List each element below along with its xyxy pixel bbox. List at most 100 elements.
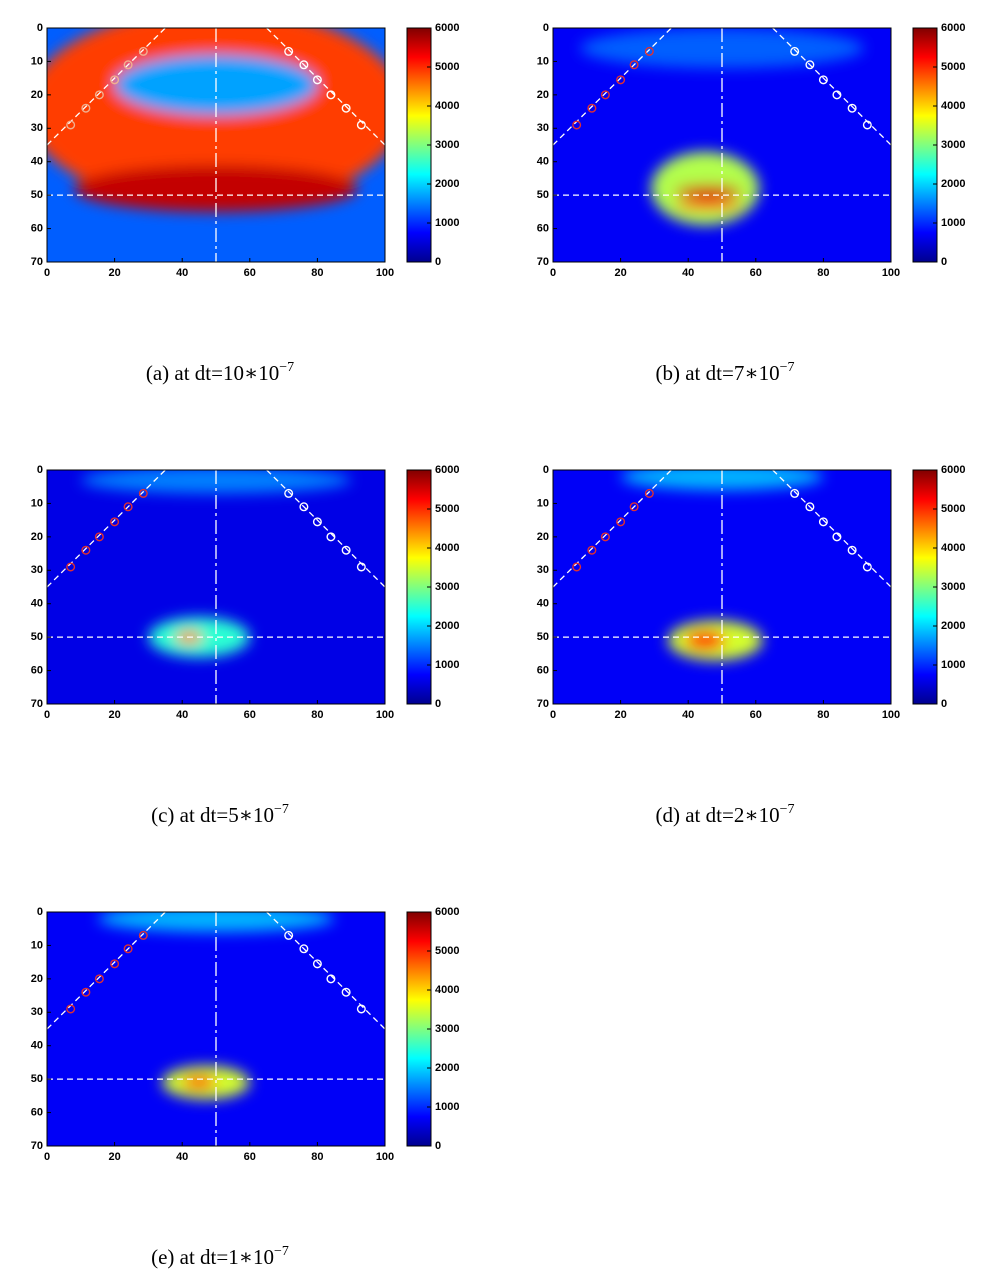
y-tick-label: 10 (31, 939, 43, 951)
y-tick-label: 30 (537, 564, 549, 576)
colorbar-tick-label: 3000 (435, 581, 459, 593)
colorbar-tick-label: 0 (435, 256, 441, 268)
sensor (66, 120, 76, 130)
guide-line (772, 470, 891, 588)
caption: (a) at dt=10∗10−7 (146, 360, 294, 385)
y-tick-label: 40 (537, 156, 549, 168)
sensor (587, 103, 597, 113)
y-tick-label: 20 (537, 531, 549, 543)
y-tick-label: 40 (31, 598, 43, 610)
sensor (110, 959, 120, 969)
sensor (110, 517, 120, 527)
plot-area (47, 28, 385, 262)
y-tick-label: 30 (31, 122, 43, 134)
x-tick-label: 40 (682, 709, 694, 721)
x-tick-label: 0 (44, 1151, 50, 1163)
x-tick-label: 100 (882, 267, 900, 279)
x-tick-label: 60 (750, 709, 762, 721)
x-tick-label: 80 (311, 709, 323, 721)
sensor (123, 60, 133, 70)
sensor (847, 103, 857, 113)
sensor (299, 502, 309, 512)
caption-exponent: −7 (279, 360, 294, 375)
caption-text: (d) at dt=2∗10 (656, 803, 780, 827)
y-tick-label: 50 (31, 631, 43, 643)
heat-blob (674, 185, 743, 199)
sensor (832, 90, 842, 100)
y-tick-label: 40 (537, 598, 549, 610)
colorbar-tick-label: 5000 (941, 503, 965, 515)
y-tick-label: 50 (537, 189, 549, 201)
caption-exponent: −7 (274, 802, 289, 817)
colorbar-tick-label: 6000 (941, 464, 965, 476)
sensor (341, 103, 351, 113)
plot-frame (46, 911, 386, 1147)
sensor (616, 75, 626, 85)
x-tick-label: 40 (682, 267, 694, 279)
y-tick-label: 20 (31, 89, 43, 101)
colorbar-tick-label: 4000 (941, 542, 965, 554)
x-tick-label: 60 (244, 709, 256, 721)
caption: (b) at dt=7∗10−7 (656, 360, 795, 385)
sensor (587, 545, 597, 555)
sensor (81, 103, 91, 113)
x-tick-label: 60 (750, 267, 762, 279)
sensor (818, 75, 828, 85)
sensor (356, 1004, 366, 1014)
sensor (790, 46, 800, 56)
colorbar-tick-label: 1000 (435, 1101, 459, 1113)
y-tick-label: 30 (537, 122, 549, 134)
sensor (818, 517, 828, 527)
sensor (790, 488, 800, 498)
colorbar-tick-label: 4000 (435, 100, 459, 112)
plot-area (553, 28, 891, 262)
colorbar-tick-label: 6000 (435, 906, 459, 918)
y-tick-label: 60 (31, 222, 43, 234)
plot-frame (46, 27, 386, 263)
sensor (110, 75, 120, 85)
colorbar-tick-label: 2000 (435, 1062, 459, 1074)
x-tick-label: 20 (614, 267, 626, 279)
caption: (c) at dt=5∗10−7 (151, 802, 289, 827)
colorbar-tick-label: 2000 (435, 620, 459, 632)
colorbar-tick-label: 3000 (941, 581, 965, 593)
caption-text: (b) at dt=7∗10 (656, 361, 780, 385)
sensor (341, 545, 351, 555)
y-tick-label: 0 (543, 464, 549, 476)
sensor (341, 987, 351, 997)
sensor (81, 545, 91, 555)
sensor (66, 1004, 76, 1014)
sensor (616, 517, 626, 527)
heat-blob (674, 200, 743, 211)
sensor (138, 488, 148, 498)
x-tick-label: 0 (550, 267, 556, 279)
colorbar-tick-label: 3000 (435, 1023, 459, 1035)
y-tick-label: 10 (537, 55, 549, 67)
y-tick-label: 30 (31, 1006, 43, 1018)
y-tick-label: 70 (31, 256, 43, 268)
sensor (326, 974, 336, 984)
colorbar-tick-label: 0 (941, 698, 947, 710)
y-tick-label: 70 (537, 256, 549, 268)
colorbar-tick-label: 0 (435, 698, 441, 710)
plot-area (553, 470, 891, 704)
caption-exponent: −7 (780, 360, 795, 375)
plot-area (47, 912, 385, 1146)
colorbar-tick-label: 4000 (941, 100, 965, 112)
sensor (862, 562, 872, 572)
x-tick-label: 0 (44, 267, 50, 279)
sensor (600, 90, 610, 100)
guide-line (266, 470, 385, 588)
y-tick-label: 60 (31, 664, 43, 676)
colorbar-tick-label: 6000 (435, 22, 459, 34)
y-tick-label: 10 (537, 497, 549, 509)
y-tick-label: 50 (537, 631, 549, 643)
caption-exponent: −7 (274, 1244, 289, 1259)
y-tick-label: 20 (31, 973, 43, 985)
sensor (66, 562, 76, 572)
sensor (629, 60, 639, 70)
x-tick-label: 40 (176, 267, 188, 279)
sensor (123, 944, 133, 954)
